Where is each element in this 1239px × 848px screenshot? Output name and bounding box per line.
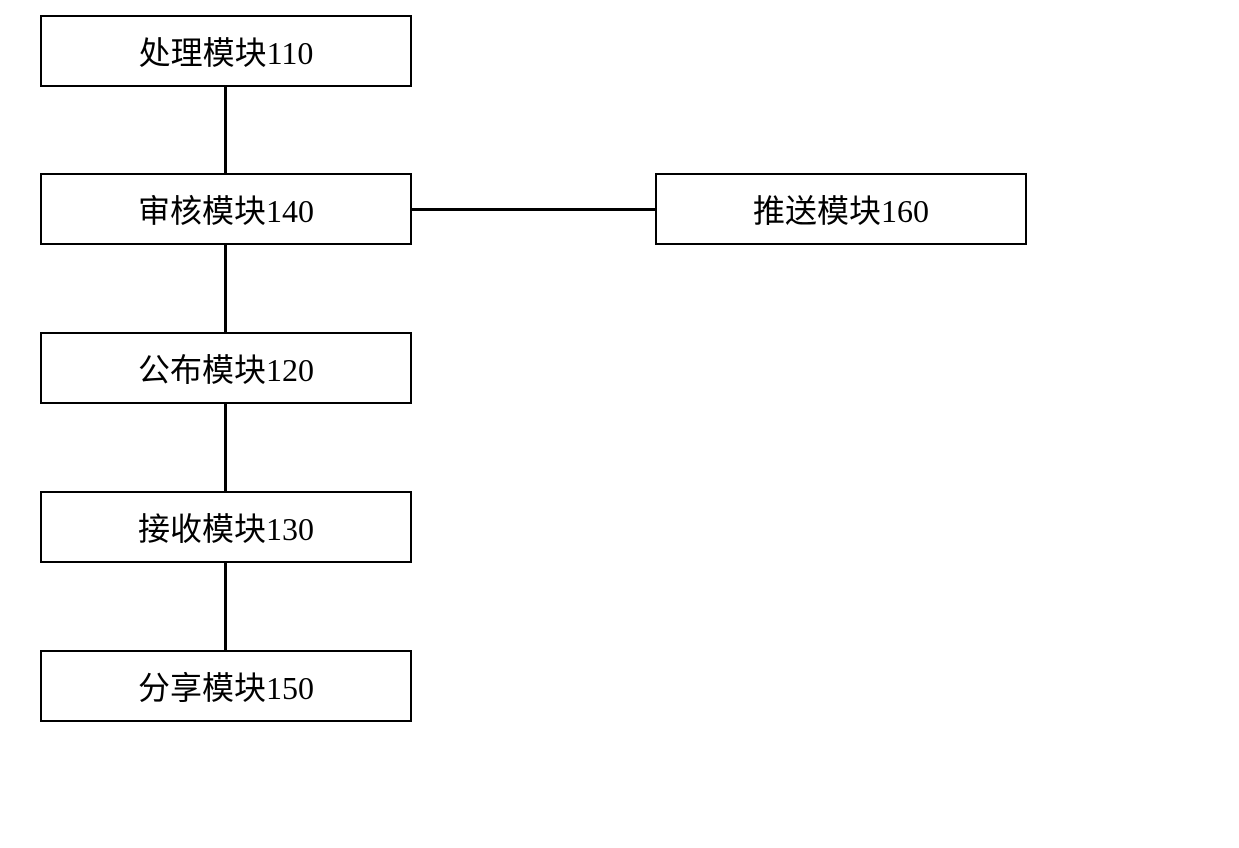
node-label: 分享模块150 — [138, 663, 314, 709]
node-label: 处理模块110 — [139, 28, 314, 74]
edge-n120-n130 — [224, 404, 227, 491]
node-n160: 推送模块160 — [655, 173, 1027, 245]
edge-n140-n120 — [224, 245, 227, 332]
node-label: 审核模块140 — [138, 186, 314, 232]
node-label: 推送模块160 — [753, 186, 929, 232]
edge-n110-n140 — [224, 87, 227, 173]
node-n120: 公布模块120 — [40, 332, 412, 404]
node-label: 接收模块130 — [138, 504, 314, 550]
node-n130: 接收模块130 — [40, 491, 412, 563]
node-n150: 分享模块150 — [40, 650, 412, 722]
edge-n140-n160 — [412, 208, 655, 211]
edge-n130-n150 — [224, 563, 227, 650]
node-n140: 审核模块140 — [40, 173, 412, 245]
node-label: 公布模块120 — [138, 345, 314, 391]
node-n110: 处理模块110 — [40, 15, 412, 87]
